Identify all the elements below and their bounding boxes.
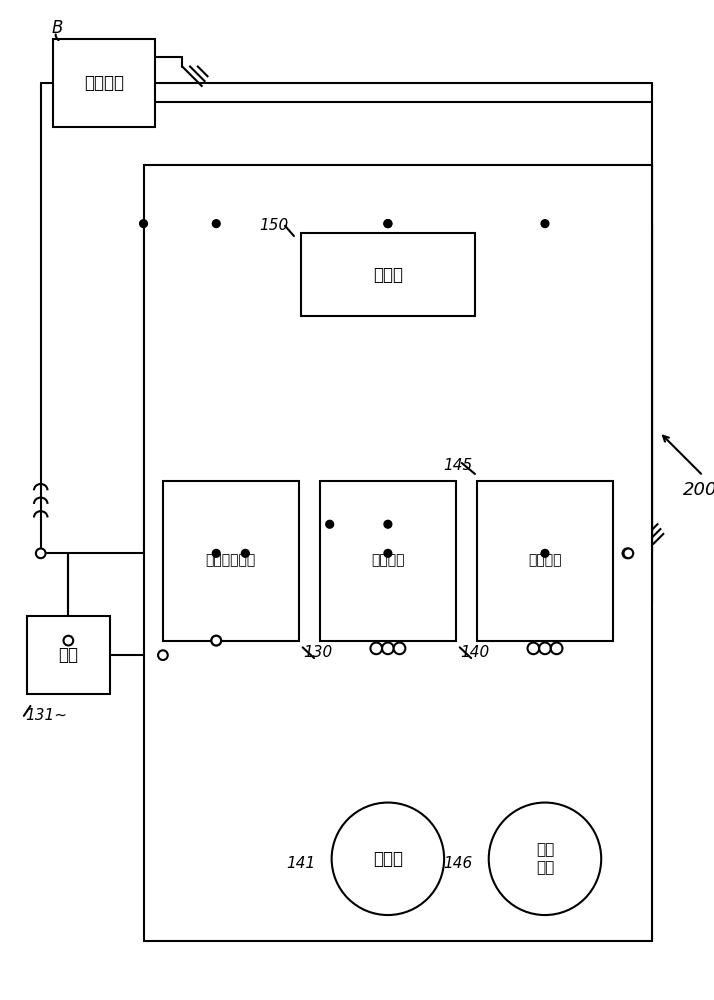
Bar xyxy=(301,233,475,316)
Circle shape xyxy=(541,549,549,557)
Text: 負載: 負載 xyxy=(59,646,79,664)
Bar xyxy=(163,481,298,641)
Circle shape xyxy=(382,643,393,654)
Circle shape xyxy=(550,643,563,654)
Text: 蓄電池組: 蓄電池組 xyxy=(84,74,124,92)
Bar xyxy=(54,39,155,127)
Circle shape xyxy=(212,220,220,228)
Circle shape xyxy=(212,549,220,557)
Text: 起動
馬達: 起動 馬達 xyxy=(536,843,554,875)
Text: B: B xyxy=(51,19,63,37)
Text: 146: 146 xyxy=(443,856,473,871)
Text: 負載控制電路: 負載控制電路 xyxy=(206,554,256,568)
Bar xyxy=(144,165,652,941)
Text: 控制部: 控制部 xyxy=(373,266,403,284)
Text: 140: 140 xyxy=(461,645,490,660)
Circle shape xyxy=(384,220,392,228)
Circle shape xyxy=(211,636,221,645)
Bar xyxy=(320,481,456,641)
Circle shape xyxy=(140,220,147,228)
Text: 145: 145 xyxy=(443,458,472,473)
Circle shape xyxy=(489,803,601,915)
Circle shape xyxy=(36,548,46,558)
Text: 發電機: 發電機 xyxy=(373,850,403,868)
Text: 131~: 131~ xyxy=(25,708,67,723)
Circle shape xyxy=(371,643,382,654)
Circle shape xyxy=(331,803,444,915)
Text: 141: 141 xyxy=(286,856,316,871)
Circle shape xyxy=(541,220,549,228)
Circle shape xyxy=(623,548,633,558)
Text: 200: 200 xyxy=(683,481,714,499)
Bar xyxy=(27,616,109,694)
Circle shape xyxy=(528,643,539,654)
Text: 150: 150 xyxy=(260,218,289,233)
Text: 130: 130 xyxy=(303,645,333,660)
Circle shape xyxy=(241,549,249,557)
Circle shape xyxy=(384,220,392,228)
Bar xyxy=(477,481,613,641)
Circle shape xyxy=(623,548,633,558)
Circle shape xyxy=(384,520,392,528)
Circle shape xyxy=(211,636,221,645)
Circle shape xyxy=(158,650,168,660)
Text: 整流電路: 整流電路 xyxy=(371,554,405,568)
Circle shape xyxy=(384,549,392,557)
Circle shape xyxy=(539,643,550,654)
Text: 驅動電路: 驅動電路 xyxy=(528,554,562,568)
Circle shape xyxy=(326,520,333,528)
Circle shape xyxy=(393,643,406,654)
Circle shape xyxy=(64,636,74,645)
